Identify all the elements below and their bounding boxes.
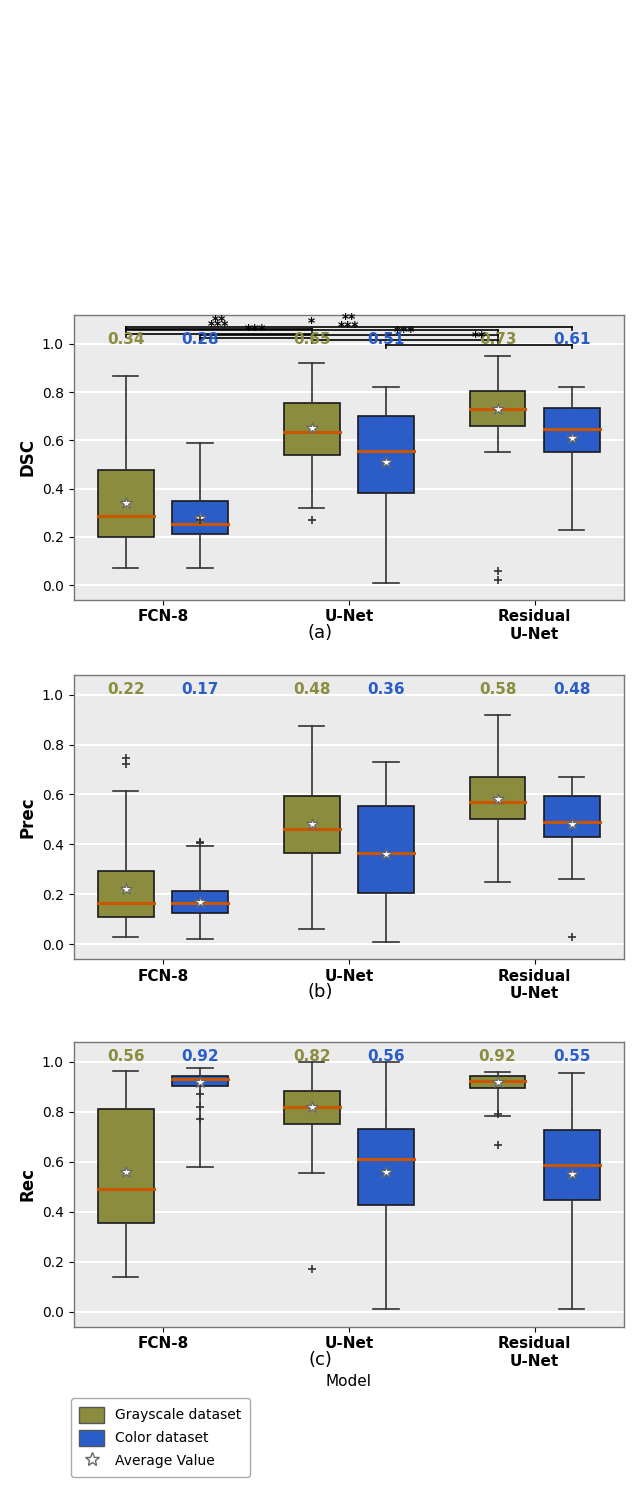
Legend: Grayscale dataset, Color dataset, Average Value: Grayscale dataset, Color dataset, Averag… (71, 1399, 250, 1477)
Bar (470, 391, 525, 426)
Text: 0.58: 0.58 (479, 682, 516, 697)
Text: 0.36: 0.36 (367, 682, 405, 697)
Text: 0.17: 0.17 (181, 682, 219, 697)
Text: 0.55: 0.55 (553, 1049, 591, 1064)
Text: ***: *** (394, 325, 415, 339)
Bar (470, 776, 525, 820)
Bar (98, 471, 154, 537)
Text: 0.56: 0.56 (367, 1049, 405, 1064)
Y-axis label: DSC: DSC (19, 438, 36, 477)
Text: 0.92: 0.92 (479, 1049, 516, 1064)
Bar (358, 417, 414, 493)
Text: **: ** (472, 330, 486, 343)
Text: ***: *** (338, 321, 360, 334)
Bar (544, 1130, 600, 1201)
Bar (358, 806, 414, 893)
Bar (98, 871, 154, 917)
Text: ***: *** (208, 319, 229, 333)
Text: (c): (c) (308, 1351, 332, 1369)
Bar (172, 1076, 228, 1085)
Bar (544, 408, 600, 453)
Bar (544, 796, 600, 836)
Text: (b): (b) (307, 983, 333, 1001)
Text: **: ** (342, 312, 356, 327)
Text: 0.28: 0.28 (181, 331, 219, 346)
Text: 0.22: 0.22 (107, 682, 145, 697)
Bar (284, 403, 339, 454)
Text: ***: *** (245, 324, 266, 337)
Bar (470, 1076, 525, 1088)
Bar (358, 1129, 414, 1205)
Bar (284, 1091, 339, 1124)
Text: 0.73: 0.73 (479, 331, 516, 346)
Y-axis label: Prec: Prec (19, 796, 36, 838)
Text: *: * (308, 315, 315, 330)
X-axis label: Model: Model (326, 1375, 372, 1390)
Bar (284, 796, 339, 853)
Text: 0.48: 0.48 (553, 682, 591, 697)
Text: (a): (a) (307, 624, 333, 642)
Text: **: ** (211, 313, 226, 328)
Text: 0.65: 0.65 (292, 331, 330, 346)
Text: 0.48: 0.48 (293, 682, 330, 697)
Text: 0.51: 0.51 (367, 331, 404, 346)
Bar (172, 890, 228, 913)
Text: 0.61: 0.61 (553, 331, 591, 346)
Text: 0.92: 0.92 (181, 1049, 219, 1064)
Text: 0.56: 0.56 (107, 1049, 145, 1064)
Bar (172, 501, 228, 535)
Bar (98, 1109, 154, 1223)
Y-axis label: Rec: Rec (19, 1168, 36, 1201)
Text: 0.34: 0.34 (107, 331, 145, 346)
Text: 0.82: 0.82 (292, 1049, 330, 1064)
